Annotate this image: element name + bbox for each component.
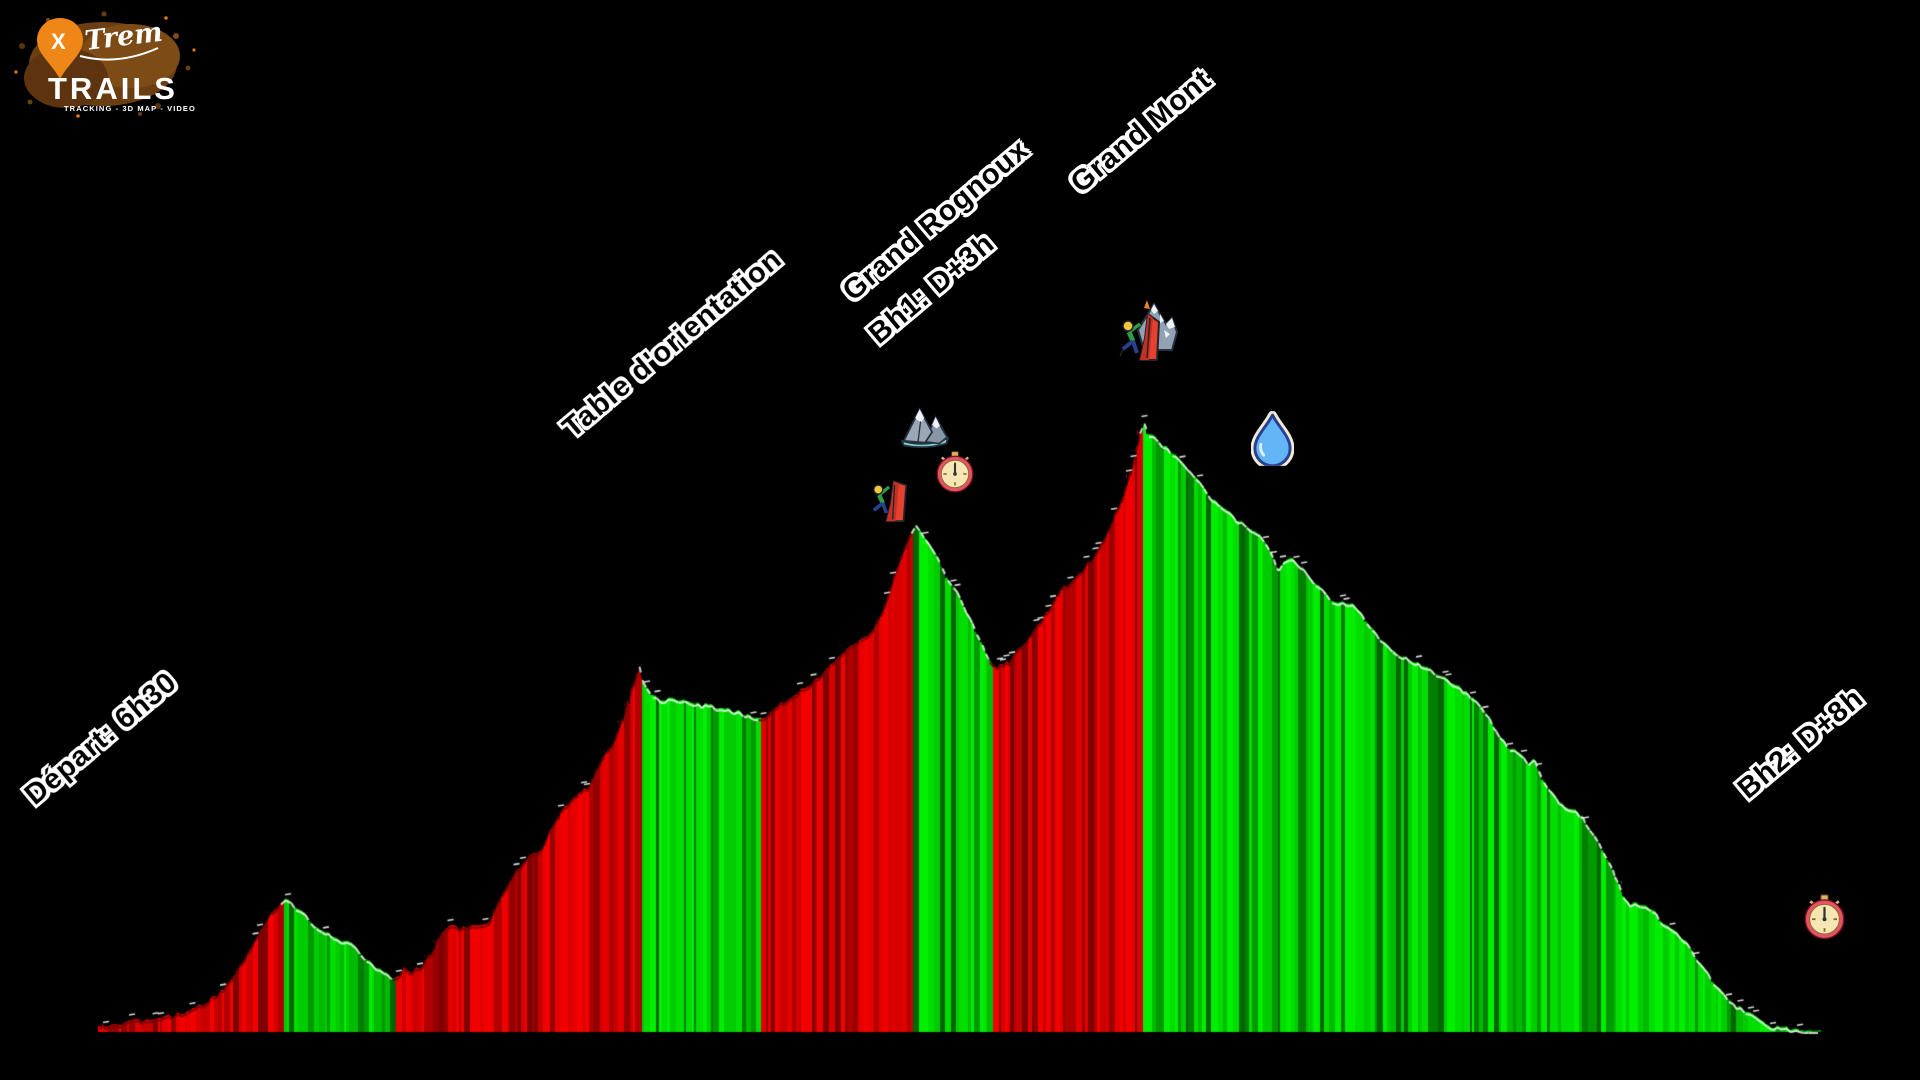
climber-icon — [866, 476, 914, 523]
logo-graphic: X Trem TRAILS TRACKING - 3D MAP - VIDEO — [14, 11, 196, 118]
stopwatch-icon — [935, 450, 975, 493]
logo-pin-icon: X — [37, 18, 83, 79]
waterdrop-icon — [1251, 410, 1294, 467]
mountains-icon — [898, 402, 952, 448]
logo-tagline: TRACKING - 3D MAP - VIDEO — [64, 104, 196, 113]
logo-x-mark: X — [51, 29, 69, 54]
logo-word-text: TRAILS — [48, 71, 178, 106]
xtrem-trails-logo: X Trem TRAILS TRACKING - 3D MAP - VIDEO — [8, 6, 198, 124]
climber-mountains-icon — [1114, 295, 1178, 365]
stopwatch-icon — [1803, 893, 1846, 940]
